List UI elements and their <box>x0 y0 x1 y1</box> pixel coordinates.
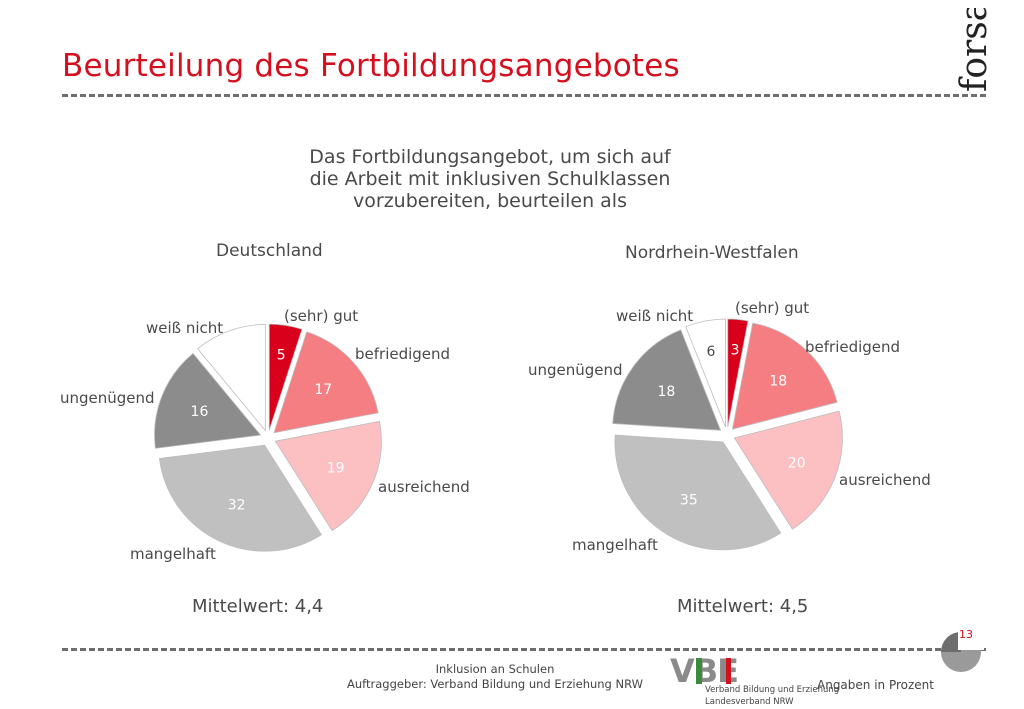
question-line-3: vorzubereiten, beurteilen als <box>353 190 627 212</box>
pie-slice-1 <box>731 322 838 430</box>
slice-value-label-0: 5 <box>277 348 286 364</box>
slice-category-label-2: ausreichend <box>378 478 470 496</box>
page-number-badge <box>941 628 984 672</box>
pie-slice-3 <box>614 434 782 551</box>
footer-divider <box>62 648 986 651</box>
unit-note: Angaben in Prozent <box>817 678 934 692</box>
slice-value-label-1: 17 <box>314 382 332 398</box>
slice-value-label-4: 16 <box>191 404 209 420</box>
slice-value-label-2: 20 <box>788 456 806 472</box>
pie-slice-3 <box>158 444 322 552</box>
slice-value-label-5: 6 <box>706 344 715 360</box>
page-number: 13 <box>959 628 973 641</box>
slice-category-label-4: ungenügend <box>60 389 155 407</box>
forsa-logo-text: forsa. <box>954 8 995 92</box>
question-line-2: die Arbeit mit inklusiven Schulklassen <box>309 168 671 190</box>
header-divider <box>62 94 986 97</box>
slide-title: Beurteilung des Fortbildungsangebotes <box>62 48 680 84</box>
pie-chart-deutschland: 5 (sehr) gut 17 befriedigend 19 ausreichend 32… <box>60 307 470 563</box>
pie-slice-0 <box>727 318 749 428</box>
slice-category-label-5: weiß nicht <box>616 307 693 325</box>
slice-category-label-0: (sehr) gut <box>735 299 809 317</box>
slice-category-label-0: (sehr) gut <box>284 307 358 325</box>
pie-slice-5 <box>197 324 266 432</box>
pie-chart-nrw: 3 (sehr) gut 18 befriedigend 20 ausreichend 35… <box>528 299 931 554</box>
slice-category-label-5: weiß nicht <box>146 319 223 337</box>
chart-title-nrw: Nordrhein-Westfalen <box>625 243 799 263</box>
vbe-logo-accent-red <box>726 658 731 684</box>
mean-nrw: Mittelwert: 4,5 <box>677 596 809 617</box>
pie-slice-5 <box>685 318 726 428</box>
slice-category-label-4: ungenügend <box>528 361 623 379</box>
vbe-logo-subtitle-1: Verband Bildung und Erziehung <box>705 685 840 695</box>
slice-category-label-2: ausreichend <box>839 471 931 489</box>
vbe-logo-accent-green <box>696 658 702 684</box>
slice-value-label-4: 18 <box>657 384 675 400</box>
slice-category-label-1: befriedigend <box>355 345 450 363</box>
pie-slice-4 <box>154 352 262 449</box>
slice-value-label-0: 3 <box>731 343 740 359</box>
pie-slice-0 <box>268 323 303 431</box>
slice-value-label-1: 18 <box>769 373 787 389</box>
footer-study-title: Inklusion an Schulen <box>435 662 555 676</box>
pie-slice-4 <box>612 329 722 431</box>
pie-slice-2 <box>274 420 382 532</box>
slice-value-label-2: 19 <box>327 460 345 476</box>
vbe-logo-subtitle-2: Landesverband NRW <box>705 697 794 707</box>
slice-value-label-3: 32 <box>228 498 246 514</box>
forsa-logo: forsa. <box>954 8 995 92</box>
chart-title-deutschland: Deutschland <box>216 241 323 261</box>
slice-category-label-3: mangelhaft <box>572 536 658 554</box>
vbe-logo: VBE <box>670 652 739 690</box>
slice-value-label-3: 35 <box>680 493 698 509</box>
question-line-1: Das Fortbildungsangebot, um sich auf <box>309 146 671 168</box>
slice-category-label-3: mangelhaft <box>130 545 216 563</box>
pie-slice-2 <box>733 410 843 530</box>
question-text: Das Fortbildungsangebot, um sich auf die… <box>240 146 740 212</box>
mean-deutschland: Mittelwert: 4,4 <box>192 596 324 617</box>
footer-info: Inklusion an Schulen Auftraggeber: Verba… <box>330 662 660 692</box>
slice-category-label-1: befriedigend <box>805 338 900 356</box>
pie-slice-1 <box>273 331 379 434</box>
footer-client: Auftraggeber: Verband Bildung und Erzieh… <box>346 677 644 691</box>
